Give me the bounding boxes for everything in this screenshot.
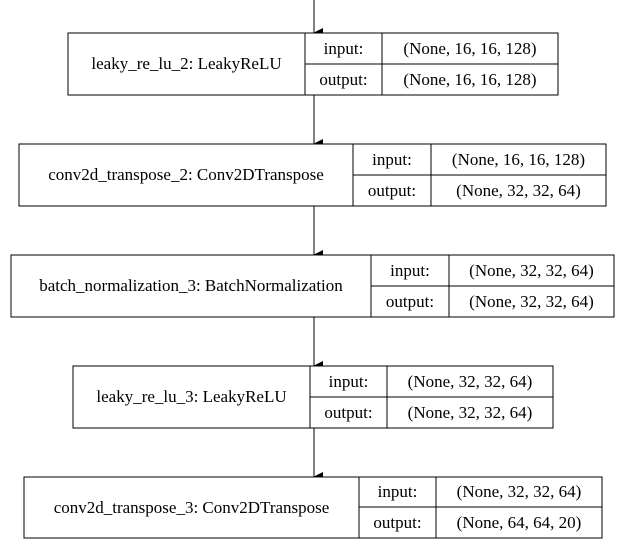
input-label: input:	[372, 150, 412, 169]
output-label: output:	[386, 292, 434, 311]
input-label: input:	[324, 39, 364, 58]
input-shape: (None, 32, 32, 64)	[469, 261, 594, 280]
input-shape: (None, 16, 16, 128)	[403, 39, 536, 58]
layer-name: batch_normalization_3: BatchNormalizatio…	[39, 276, 343, 295]
layer-name: leaky_re_lu_3: LeakyReLU	[96, 387, 286, 406]
layer-node: conv2d_transpose_3: Conv2DTranspose inpu…	[23, 476, 603, 539]
layer-node: leaky_re_lu_2: LeakyReLU input: output: …	[67, 32, 559, 96]
output-shape: (None, 32, 32, 64)	[408, 403, 533, 422]
input-shape: (None, 32, 32, 64)	[457, 482, 582, 501]
input-shape: (None, 16, 16, 128)	[452, 150, 585, 169]
layer-node: conv2d_transpose_2: Conv2DTranspose inpu…	[18, 143, 607, 207]
layer-name: leaky_re_lu_2: LeakyReLU	[91, 54, 281, 73]
output-shape: (None, 32, 32, 64)	[469, 292, 594, 311]
layer-name: conv2d_transpose_3: Conv2DTranspose	[54, 498, 330, 517]
output-label: output:	[368, 181, 416, 200]
output-label: output:	[373, 513, 421, 532]
input-label: input:	[329, 372, 369, 391]
layer-node: leaky_re_lu_3: LeakyReLU input: output: …	[72, 365, 554, 429]
output-shape: (None, 64, 64, 20)	[457, 513, 582, 532]
output-shape: (None, 16, 16, 128)	[403, 70, 536, 89]
layer-name: conv2d_transpose_2: Conv2DTranspose	[48, 165, 324, 184]
input-shape: (None, 32, 32, 64)	[408, 372, 533, 391]
output-label: output:	[324, 403, 372, 422]
input-label: input:	[390, 261, 430, 280]
input-label: input:	[378, 482, 418, 501]
layer-node: batch_normalization_3: BatchNormalizatio…	[10, 254, 615, 318]
output-label: output:	[319, 70, 367, 89]
output-shape: (None, 32, 32, 64)	[456, 181, 581, 200]
